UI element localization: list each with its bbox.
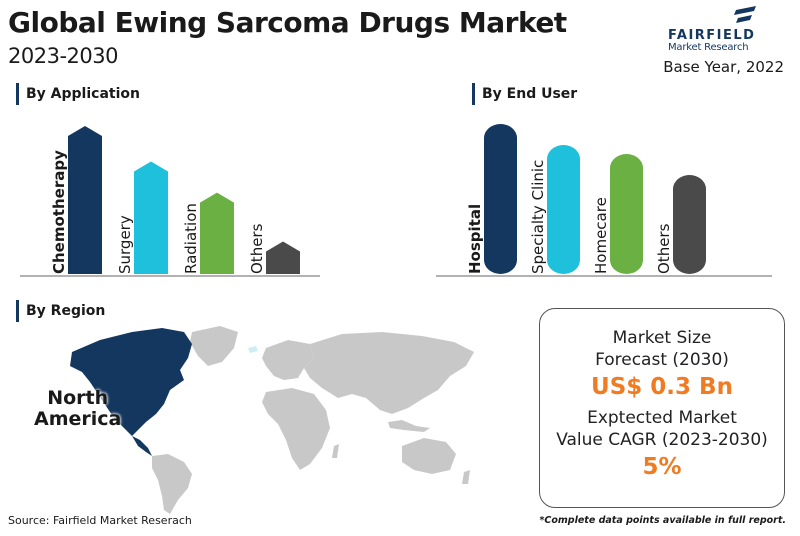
end-user-bar-chart: Hospital Specialty Clinic Homecare Others: [436, 124, 772, 277]
bar-surgery: [134, 161, 168, 274]
cagr-label-2: Value CAGR (2023-2030): [556, 430, 768, 450]
bar-homecare: [610, 154, 643, 274]
bar-label-homecare: Homecare: [592, 197, 610, 274]
end-user-heading: By End User: [472, 83, 577, 105]
bar-hospital: [484, 124, 517, 274]
cagr-label-1: Exptected Market: [587, 408, 737, 428]
page-title: Global Ewing Sarcoma Drugs Market: [8, 6, 567, 39]
cagr-value: 5%: [642, 454, 682, 480]
forecast-period: 2023-2030: [8, 44, 118, 68]
market-size-label-1: Market Size: [612, 328, 712, 348]
application-bar-chart: Chemotherapy Surgery Radiation Others: [20, 126, 320, 277]
bar-chemotherapy: [68, 126, 102, 274]
region-label-line1: North: [47, 387, 109, 409]
map-australia: [402, 438, 456, 474]
bar-label-others: Others: [655, 223, 673, 274]
region-label-line2: America: [34, 408, 122, 430]
map-asia: [304, 332, 474, 414]
map-iceland: [248, 346, 258, 353]
map-africa: [262, 388, 330, 470]
map-north-america: [70, 328, 192, 436]
base-year: Base Year, 2022: [663, 58, 784, 76]
application-heading: By Application: [16, 83, 140, 105]
bar-label-others: Others: [248, 223, 266, 274]
market-stats-box: Market Size Forecast (2030) US$ 0.3 Bn E…: [539, 308, 785, 508]
map-new-zealand: [462, 470, 470, 484]
bar-label-chemotherapy: Chemotherapy: [50, 150, 68, 274]
fairfield-logo-icon: [734, 6, 756, 23]
bar-others: [266, 241, 300, 274]
region-heading: By Region: [16, 300, 105, 322]
source-note: Source: Fairfield Market Reserach: [8, 514, 192, 527]
map-indonesia: [388, 420, 430, 432]
map-central-america: [132, 436, 152, 456]
world-map: [70, 326, 474, 514]
bar-label-hospital: Hospital: [466, 204, 484, 274]
bar-specialty-clinic: [547, 145, 580, 274]
map-greenland: [190, 326, 238, 366]
logo-name: FAIRFIELD: [668, 28, 756, 43]
bar-label-radiation: Radiation: [182, 203, 200, 274]
bar-label-specialty-clinic: Specialty Clinic: [529, 160, 547, 274]
map-europe: [262, 340, 314, 380]
map-south-america: [152, 454, 192, 514]
bar-label-surgery: Surgery: [116, 215, 134, 274]
region-label: North America: [34, 388, 121, 430]
logo-subtitle: Market Research: [668, 42, 749, 53]
market-size-value: US$ 0.3 Bn: [591, 374, 733, 400]
fairfield-logo: FAIRFIELD Market Research: [640, 4, 790, 56]
market-size-label-2: Forecast (2030): [595, 350, 729, 370]
footnote: *Complete data points available in full …: [539, 515, 786, 526]
bar-others: [673, 175, 706, 274]
map-madagascar: [332, 444, 339, 458]
bar-radiation: [200, 192, 234, 274]
